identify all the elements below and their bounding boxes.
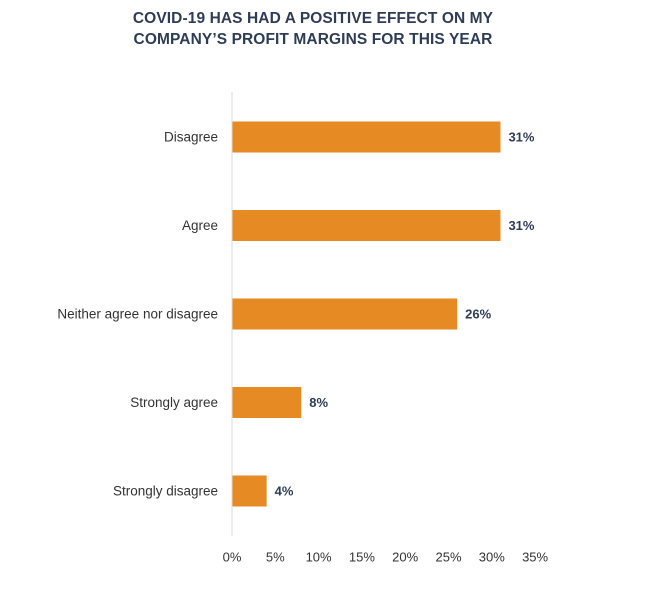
x-tick-label: 30% [479, 550, 505, 565]
data-label: 8% [309, 395, 328, 410]
bar [232, 121, 501, 153]
bars-layer [232, 121, 501, 507]
category-label: Agree [182, 218, 218, 233]
labels-layer: Disagree 31% Agree 31% Neither agree nor dis… [57, 130, 535, 499]
x-tick-label: 35% [522, 550, 548, 565]
category-label: Strongly agree [130, 395, 218, 410]
bar [232, 475, 267, 507]
bar [232, 298, 458, 330]
x-tick-label: 15% [349, 550, 375, 565]
chart-title: COVID-19 HAS HAD A POSITIVE EFFECT ON MY… [0, 8, 626, 50]
data-label: 4% [275, 484, 294, 499]
category-label: Strongly disagree [113, 484, 218, 499]
category-label: Neither agree nor disagree [57, 307, 218, 322]
x-tick-label: 5% [266, 550, 285, 565]
x-tick-label: 20% [392, 550, 418, 565]
x-tick-label: 0% [223, 550, 242, 565]
data-label: 31% [508, 218, 534, 233]
x-tick-label: 10% [306, 550, 332, 565]
category-label: Disagree [164, 130, 218, 145]
data-label: 31% [508, 130, 534, 145]
bar [232, 387, 302, 418]
x-axis-ticks: 0% 5% 10% 15% 20% 25% 30% 35% [223, 550, 549, 565]
x-tick-label: 25% [435, 550, 461, 565]
chart-title-line-2: COMPANY’S PROFIT MARGINS FOR THIS YEAR [133, 31, 493, 48]
data-label: 26% [465, 307, 491, 322]
bar [232, 210, 501, 241]
chart-title-line-1: COVID-19 HAS HAD A POSITIVE EFFECT ON MY [132, 10, 494, 27]
